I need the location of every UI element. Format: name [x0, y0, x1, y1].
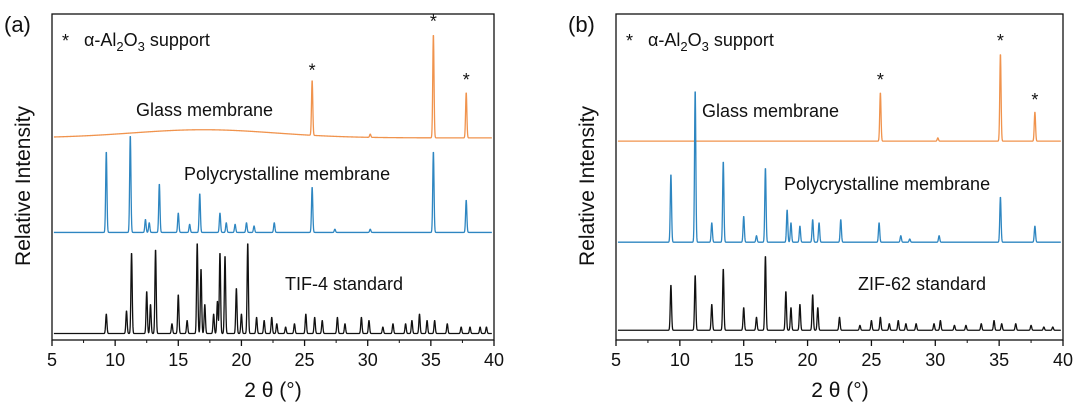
xrd-trace-glass: [53, 34, 493, 139]
panel-b-legend-star: *: [626, 31, 633, 51]
panel-b-ylabel: Relative Intensity: [576, 106, 599, 266]
panel-a: (a) Relative Intensity * * * 5 10 15 20 25 30 35…: [4, 12, 504, 402]
x-tick-label: 10: [670, 350, 690, 370]
support-peak-marker: *: [309, 61, 316, 81]
panel-a-marker-legend: * α-Al2O3 support: [62, 30, 210, 54]
panel-b-label: (b): [568, 12, 595, 37]
xrd-trace-poly: [53, 135, 493, 234]
panel-a-label: (a): [4, 12, 31, 37]
panel-a-curves: [53, 34, 493, 335]
panel-a-legend-star: *: [62, 31, 69, 51]
panel-b-x-axis: 5 10 15 20 25 30 35 40: [611, 340, 1073, 370]
panel-b-legend-text: α-Al2O3 support: [648, 30, 774, 54]
xrd-trace-poly: [617, 91, 1062, 243]
x-tick-label: 25: [295, 350, 315, 370]
x-tick-label: 30: [358, 350, 378, 370]
x-tick-label: 35: [989, 350, 1009, 370]
panel-a-ylabel: Relative Intensity: [12, 106, 35, 266]
panel-b-star-markers: * * *: [877, 31, 1039, 110]
x-tick-label: 20: [798, 350, 818, 370]
xrd-trace-standard: [53, 243, 493, 335]
support-peak-marker: *: [997, 31, 1004, 51]
panel-b-xlabel: 2 θ (°): [811, 379, 868, 402]
x-tick-label: 10: [105, 350, 125, 370]
panel-a-label-standard: TIF-4 standard: [285, 274, 403, 294]
panel-b-label-poly: Polycrystalline membrane: [784, 174, 990, 194]
panel-a-label-poly: Polycrystalline membrane: [184, 164, 390, 184]
panel-b-label-glass: Glass membrane: [702, 101, 839, 121]
x-tick-label: 20: [231, 350, 251, 370]
panel-a-label-glass: Glass membrane: [136, 100, 273, 120]
x-tick-label: 15: [168, 350, 188, 370]
panel-a-star-markers: * * *: [309, 12, 470, 91]
support-peak-marker: *: [877, 70, 884, 90]
support-peak-marker: *: [430, 12, 437, 32]
x-tick-label: 35: [421, 350, 441, 370]
x-tick-label: 25: [861, 350, 881, 370]
panel-b-label-standard: ZIF-62 standard: [858, 274, 986, 294]
x-tick-label: 5: [47, 350, 57, 370]
panel-a-x-axis: 5 10 15 20 25 30 35 40: [47, 340, 504, 370]
xrd-trace-standard: [617, 256, 1062, 331]
panel-b-marker-legend: * α-Al2O3 support: [626, 30, 774, 54]
support-peak-marker: *: [1031, 90, 1038, 110]
x-tick-label: 15: [734, 350, 754, 370]
panel-b-curves: [617, 54, 1062, 331]
panel-a-xlabel: 2 θ (°): [244, 379, 301, 402]
xrd-trace-glass: [617, 54, 1062, 142]
support-peak-marker: *: [463, 70, 470, 90]
x-tick-label: 5: [611, 350, 621, 370]
panel-b: (b) Relative Intensity * * * 5 10 15 20 25 30 35…: [568, 12, 1073, 402]
x-tick-label: 40: [1053, 350, 1073, 370]
panel-a-legend-text: α-Al2O3 support: [84, 30, 210, 54]
x-tick-label: 40: [484, 350, 504, 370]
x-tick-label: 30: [925, 350, 945, 370]
